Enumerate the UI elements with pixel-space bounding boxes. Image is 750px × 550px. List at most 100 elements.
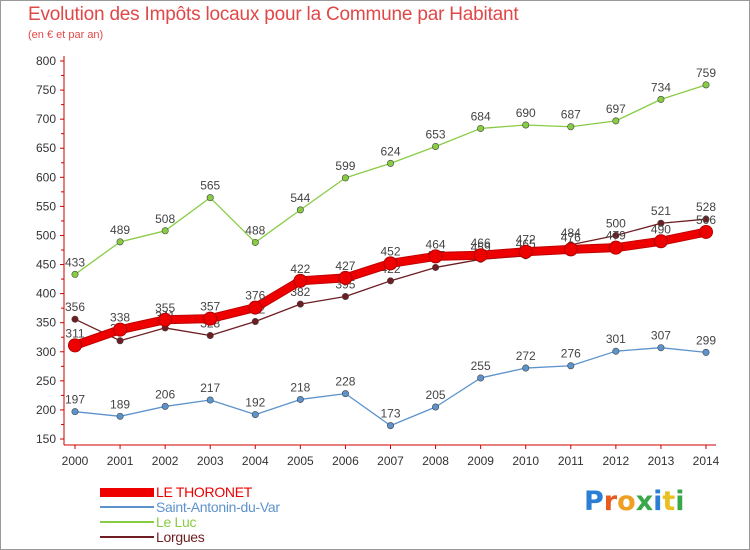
data-point bbox=[518, 244, 533, 259]
logo-letter: o bbox=[617, 486, 636, 517]
data-label: 355 bbox=[155, 301, 175, 315]
data-point bbox=[386, 277, 394, 285]
data-point bbox=[612, 347, 620, 355]
x-tick-label: 2010 bbox=[512, 454, 539, 468]
data-label: 338 bbox=[110, 311, 130, 325]
data-label: 433 bbox=[65, 255, 85, 269]
y-tick-label: 450 bbox=[36, 258, 56, 272]
y-tick-label: 350 bbox=[36, 316, 56, 330]
x-tick-label: 2000 bbox=[62, 454, 89, 468]
data-point bbox=[432, 142, 440, 150]
data-label: 521 bbox=[651, 204, 671, 218]
data-label: 690 bbox=[516, 106, 536, 120]
legend-swatch bbox=[100, 488, 154, 497]
data-point bbox=[699, 224, 713, 239]
data-label: 490 bbox=[651, 222, 671, 236]
y-tick-label: 550 bbox=[36, 199, 56, 213]
data-point bbox=[161, 227, 169, 235]
y-tick-label: 200 bbox=[36, 403, 56, 417]
data-point bbox=[383, 256, 398, 271]
data-label: 697 bbox=[606, 102, 626, 116]
data-label: 484 bbox=[561, 226, 581, 240]
data-point bbox=[251, 318, 259, 326]
data-label: 500 bbox=[606, 216, 626, 230]
data-point bbox=[251, 238, 259, 246]
data-label: 272 bbox=[516, 349, 536, 363]
data-point bbox=[477, 124, 485, 132]
legend-label: Le Luc bbox=[156, 514, 197, 530]
data-label: 653 bbox=[426, 127, 446, 141]
x-tick-label: 2005 bbox=[287, 454, 314, 468]
data-label: 476 bbox=[561, 230, 581, 244]
chart-subtitle: (en € et par an) bbox=[28, 29, 104, 41]
data-point bbox=[71, 315, 79, 323]
data-point bbox=[341, 174, 349, 182]
data-label: 255 bbox=[471, 359, 491, 373]
data-point bbox=[341, 390, 349, 398]
x-tick-label: 2006 bbox=[332, 454, 359, 468]
legend-label: LE THORONET bbox=[156, 484, 253, 500]
data-label: 479 bbox=[606, 229, 626, 243]
data-label: 228 bbox=[335, 375, 355, 389]
y-tick-label: 300 bbox=[36, 345, 56, 359]
y-tick-label: 700 bbox=[36, 112, 56, 126]
data-label: 197 bbox=[65, 393, 85, 407]
data-point bbox=[702, 348, 710, 356]
data-point bbox=[296, 300, 304, 308]
data-label: 301 bbox=[606, 332, 626, 346]
data-point bbox=[702, 215, 710, 223]
data-label: 472 bbox=[516, 233, 536, 247]
proxiti-logo: Proxiti bbox=[584, 486, 685, 517]
data-point bbox=[71, 408, 79, 416]
data-label: 307 bbox=[651, 329, 671, 343]
data-point bbox=[702, 81, 710, 89]
data-point bbox=[116, 238, 124, 246]
x-tick-label: 2007 bbox=[377, 454, 404, 468]
data-point bbox=[612, 117, 620, 125]
data-point bbox=[657, 219, 665, 227]
data-label: 508 bbox=[155, 212, 175, 226]
data-point bbox=[522, 364, 530, 372]
x-tick-label: 2008 bbox=[422, 454, 449, 468]
legend-swatch bbox=[100, 536, 154, 538]
y-tick-label: 600 bbox=[36, 170, 56, 184]
legend-label: Lorgues bbox=[156, 529, 205, 545]
x-tick-label: 2001 bbox=[107, 454, 134, 468]
y-tick-label: 500 bbox=[36, 228, 56, 242]
data-point bbox=[386, 422, 394, 430]
series-le-luc: 433 489 508 565 488 544 599 624 653 684 690 687 697 7… bbox=[65, 66, 716, 278]
data-label: 206 bbox=[155, 387, 175, 401]
y-tick-label: 400 bbox=[36, 287, 56, 301]
data-point bbox=[116, 337, 124, 345]
chart-title: Evolution des Impôts locaux pour la Comm… bbox=[28, 4, 519, 25]
data-label: 427 bbox=[335, 259, 355, 273]
data-point bbox=[522, 121, 530, 129]
data-label: 357 bbox=[200, 300, 220, 314]
x-tick-label: 2014 bbox=[693, 454, 720, 468]
data-label: 488 bbox=[245, 223, 265, 237]
x-tick-label: 2004 bbox=[242, 454, 269, 468]
data-label: 217 bbox=[200, 381, 220, 395]
y-tick-label: 650 bbox=[36, 141, 56, 155]
data-point bbox=[612, 231, 620, 239]
y-tick-label: 750 bbox=[36, 83, 56, 97]
data-label: 192 bbox=[245, 396, 265, 410]
data-point bbox=[657, 344, 665, 352]
data-point bbox=[68, 338, 82, 353]
data-point bbox=[206, 194, 214, 202]
data-label: 506 bbox=[696, 213, 716, 227]
data-point bbox=[296, 395, 304, 403]
x-tick-label: 2012 bbox=[603, 454, 630, 468]
data-point bbox=[653, 234, 668, 249]
data-label: 624 bbox=[380, 144, 400, 158]
data-label: 311 bbox=[65, 326, 84, 340]
data-point bbox=[432, 263, 440, 271]
data-point bbox=[158, 312, 173, 327]
data-label: 734 bbox=[651, 80, 671, 94]
x-tick-label: 2009 bbox=[467, 454, 494, 468]
data-point bbox=[161, 402, 169, 410]
data-label: 565 bbox=[200, 179, 220, 193]
legend-swatch bbox=[100, 506, 154, 508]
data-point bbox=[608, 240, 623, 255]
x-tick-label: 2013 bbox=[648, 454, 675, 468]
